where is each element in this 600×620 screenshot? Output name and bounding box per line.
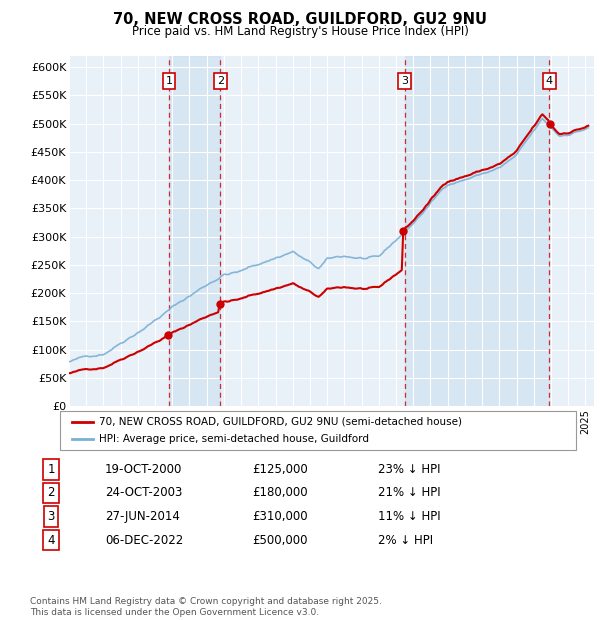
- Text: 27-JUN-2014: 27-JUN-2014: [105, 510, 180, 523]
- Bar: [404, 56, 549, 406]
- Text: £180,000: £180,000: [252, 487, 308, 499]
- Text: Contains HM Land Registry data © Crown copyright and database right 2025.
This d: Contains HM Land Registry data © Crown c…: [30, 598, 382, 617]
- Text: Price paid vs. HM Land Registry's House Price Index (HPI): Price paid vs. HM Land Registry's House …: [131, 25, 469, 38]
- Text: 4: 4: [545, 76, 553, 86]
- Text: 1: 1: [47, 463, 55, 476]
- Text: 11% ↓ HPI: 11% ↓ HPI: [378, 510, 440, 523]
- Text: 19-OCT-2000: 19-OCT-2000: [105, 463, 182, 476]
- Text: 21% ↓ HPI: 21% ↓ HPI: [378, 487, 440, 499]
- Text: 70, NEW CROSS ROAD, GUILDFORD, GU2 9NU (semi-detached house): 70, NEW CROSS ROAD, GUILDFORD, GU2 9NU (…: [99, 417, 462, 427]
- Text: £310,000: £310,000: [252, 510, 308, 523]
- Text: 2% ↓ HPI: 2% ↓ HPI: [378, 534, 433, 546]
- Text: 4: 4: [47, 534, 55, 546]
- Text: 23% ↓ HPI: 23% ↓ HPI: [378, 463, 440, 476]
- Text: 2: 2: [47, 487, 55, 499]
- Text: 06-DEC-2022: 06-DEC-2022: [105, 534, 183, 546]
- Text: 70, NEW CROSS ROAD, GUILDFORD, GU2 9NU: 70, NEW CROSS ROAD, GUILDFORD, GU2 9NU: [113, 12, 487, 27]
- Text: £125,000: £125,000: [252, 463, 308, 476]
- Text: 1: 1: [166, 76, 172, 86]
- Text: 3: 3: [47, 510, 55, 523]
- Bar: [169, 56, 220, 406]
- Text: 3: 3: [401, 76, 408, 86]
- Text: HPI: Average price, semi-detached house, Guildford: HPI: Average price, semi-detached house,…: [99, 434, 369, 444]
- Text: £500,000: £500,000: [252, 534, 308, 546]
- Text: 2: 2: [217, 76, 224, 86]
- Text: 24-OCT-2003: 24-OCT-2003: [105, 487, 182, 499]
